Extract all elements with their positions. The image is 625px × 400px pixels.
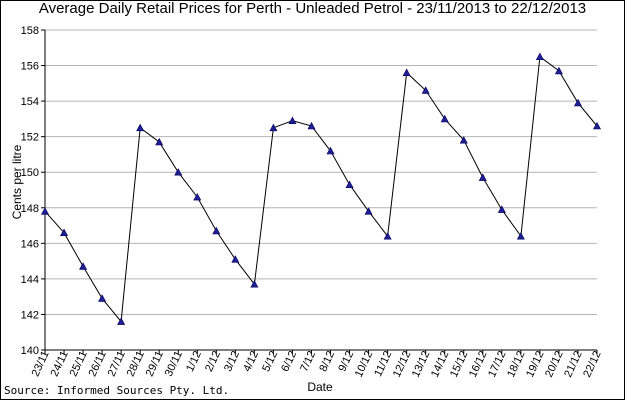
chart-title: Average Daily Retail Prices for Perth - … [38,0,587,17]
x-tick-labels: 23/1124/1125/1126/1127/1128/1129/1130/11… [30,349,604,379]
data-point-marker [269,123,278,132]
data-point-marker [459,136,468,144]
x-tick-label: 7/12 [298,349,318,373]
data-point-marker [307,121,316,130]
y-tick-label: 148 [21,203,39,215]
data-point-marker [117,317,126,325]
source-note: Source: Informed Sources Pty. Ltd. [4,384,230,397]
y-tick-label: 150 [21,167,39,179]
data-point-marker [364,207,373,215]
data-point-marker [231,255,240,263]
y-tick-label: 146 [21,238,39,250]
y-axis-title: Cents per litre [10,144,24,219]
y-tick-label: 158 [21,25,39,37]
x-tick-label: 5/12 [260,349,280,373]
data-point-marker [497,205,506,213]
x-tick-label: 22/12 [581,349,604,379]
x-axis-title: Date [307,380,333,394]
data-point-marker [573,98,582,107]
data-point-marker [535,52,544,60]
data-point-marker [345,180,354,188]
data-point-marker [60,228,69,236]
series-markers [40,52,602,325]
data-point-marker [136,123,145,132]
x-tick-label: 6/12 [279,349,299,373]
x-tick-label: 2/12 [203,349,223,373]
data-point-marker [383,232,392,240]
y-tick-label: 154 [21,96,39,108]
data-point-marker [554,66,563,75]
x-tick-label: 9/12 [336,349,356,373]
data-point-marker [212,226,221,235]
data-point-marker [402,68,411,76]
x-tick-label: 30/11 [163,349,185,378]
data-point-marker [478,173,487,181]
data-point-marker [193,192,202,201]
data-point-marker [592,121,602,130]
y-tick-label: 140 [21,345,39,357]
data-point-marker [288,116,297,124]
grid-lines [45,29,597,315]
y-tick-label: 142 [21,309,39,321]
y-tick-label: 156 [21,61,39,73]
data-point-marker [40,207,50,215]
data-point-marker [516,232,525,240]
data-point-marker [250,280,259,288]
y-tick-label: 152 [21,132,39,144]
data-point-marker [98,294,107,302]
data-point-marker [326,146,335,155]
data-point-marker [155,137,164,146]
axes [41,29,598,354]
x-tick-label: 3/12 [222,349,242,373]
data-point-marker [174,168,183,176]
y-tick-label: 144 [21,274,39,286]
series-line-path [44,55,598,323]
x-tick-label: 8/12 [317,349,337,373]
data-point-marker [79,262,88,270]
series-line [44,55,598,323]
x-tick-label: 1/12 [184,349,204,373]
y-tick-labels: 140 142 144 146 148 150 152 154 156 158 [21,25,39,357]
data-point-marker [421,86,430,94]
x-tick-label: 4/12 [241,349,261,373]
x-tick-label: 10/12 [353,349,376,379]
data-point-marker [440,114,449,123]
